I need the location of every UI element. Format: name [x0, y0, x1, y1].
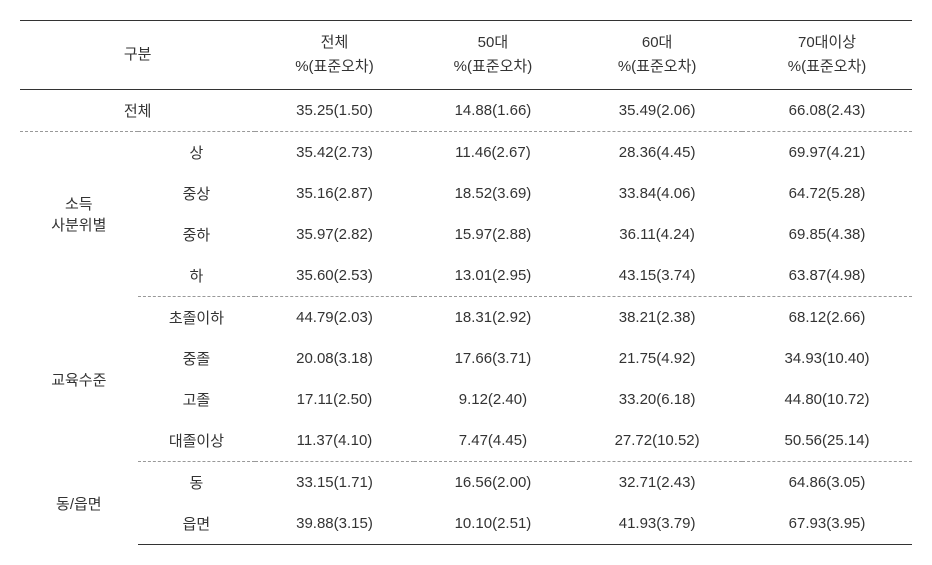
total-c4: 66.08(2.43) — [742, 90, 912, 132]
subcategory-label: 동 — [138, 462, 256, 504]
header-col2: 50대 %(표준오차) — [414, 21, 572, 90]
header-col4-line1: 70대이상 — [798, 34, 856, 51]
cell-c4: 68.12(2.66) — [742, 297, 912, 339]
subcategory-label: 읍면 — [138, 503, 256, 545]
cell-c2: 9.12(2.40) — [414, 379, 572, 420]
cell-c2: 7.47(4.45) — [414, 420, 572, 462]
cell-c4: 69.97(4.21) — [742, 132, 912, 174]
subcategory-label: 중졸 — [138, 338, 256, 379]
header-col4: 70대이상 %(표준오차) — [742, 21, 912, 90]
header-col2-line1: 50대 — [478, 34, 509, 51]
cell-c2: 11.46(2.67) — [414, 132, 572, 174]
cell-c1: 35.16(2.87) — [255, 173, 413, 214]
cell-c3: 41.93(3.79) — [572, 503, 742, 545]
header-col3: 60대 %(표준오차) — [572, 21, 742, 90]
category-label: 소득사분위별 — [20, 132, 138, 297]
total-label: 전체 — [20, 90, 255, 132]
table-row: 고졸17.11(2.50)9.12(2.40)33.20(6.18)44.80(… — [20, 379, 912, 420]
cell-c1: 35.97(2.82) — [255, 214, 413, 255]
cell-c4: 64.72(5.28) — [742, 173, 912, 214]
total-c2: 14.88(1.66) — [414, 90, 572, 132]
subcategory-label: 중하 — [138, 214, 256, 255]
cell-c3: 28.36(4.45) — [572, 132, 742, 174]
table-row: 동/읍면동33.15(1.71)16.56(2.00)32.71(2.43)64… — [20, 462, 912, 504]
cell-c4: 63.87(4.98) — [742, 255, 912, 297]
table-row: 대졸이상11.37(4.10)7.47(4.45)27.72(10.52)50.… — [20, 420, 912, 462]
subcategory-label: 고졸 — [138, 379, 256, 420]
cell-c4: 67.93(3.95) — [742, 503, 912, 545]
header-col3-line2: %(표준오차) — [618, 58, 697, 75]
cell-c3: 43.15(3.74) — [572, 255, 742, 297]
header-col4-line2: %(표준오차) — [788, 58, 867, 75]
cell-c2: 16.56(2.00) — [414, 462, 572, 504]
table-row: 중졸20.08(3.18)17.66(3.71)21.75(4.92)34.93… — [20, 338, 912, 379]
table-row: 하35.60(2.53)13.01(2.95)43.15(3.74)63.87(… — [20, 255, 912, 297]
cell-c3: 32.71(2.43) — [572, 462, 742, 504]
cell-c1: 39.88(3.15) — [255, 503, 413, 545]
cell-c1: 35.60(2.53) — [255, 255, 413, 297]
cell-c1: 35.42(2.73) — [255, 132, 413, 174]
subcategory-label: 상 — [138, 132, 256, 174]
cell-c2: 18.52(3.69) — [414, 173, 572, 214]
subcategory-label: 하 — [138, 255, 256, 297]
cell-c3: 36.11(4.24) — [572, 214, 742, 255]
table-row: 읍면39.88(3.15)10.10(2.51)41.93(3.79)67.93… — [20, 503, 912, 545]
table-row: 중상35.16(2.87)18.52(3.69)33.84(4.06)64.72… — [20, 173, 912, 214]
cell-c3: 21.75(4.92) — [572, 338, 742, 379]
header-col1-line2: %(표준오차) — [295, 58, 374, 75]
cell-c1: 17.11(2.50) — [255, 379, 413, 420]
header-col3-line1: 60대 — [642, 34, 673, 51]
table-row: 교육수준초졸이하44.79(2.03)18.31(2.92)38.21(2.38… — [20, 297, 912, 339]
table-row-total: 전체35.25(1.50)14.88(1.66)35.49(2.06)66.08… — [20, 90, 912, 132]
category-label: 교육수준 — [20, 297, 138, 462]
cell-c2: 17.66(3.71) — [414, 338, 572, 379]
cell-c4: 64.86(3.05) — [742, 462, 912, 504]
cell-c2: 18.31(2.92) — [414, 297, 572, 339]
subcategory-label: 대졸이상 — [138, 420, 256, 462]
subcategory-label: 초졸이하 — [138, 297, 256, 339]
total-c3: 35.49(2.06) — [572, 90, 742, 132]
header-category-label: 구분 — [124, 46, 152, 63]
subcategory-label: 중상 — [138, 173, 256, 214]
cell-c3: 27.72(10.52) — [572, 420, 742, 462]
header-category: 구분 — [20, 21, 255, 90]
cell-c1: 44.79(2.03) — [255, 297, 413, 339]
total-c1: 35.25(1.50) — [255, 90, 413, 132]
cell-c4: 34.93(10.40) — [742, 338, 912, 379]
cell-c1: 20.08(3.18) — [255, 338, 413, 379]
cell-c4: 44.80(10.72) — [742, 379, 912, 420]
cell-c4: 69.85(4.38) — [742, 214, 912, 255]
cell-c3: 38.21(2.38) — [572, 297, 742, 339]
cell-c4: 50.56(25.14) — [742, 420, 912, 462]
cell-c2: 10.10(2.51) — [414, 503, 572, 545]
table-header-row: 구분 전체 %(표준오차) 50대 %(표준오차) 60대 %(표준오차) 70… — [20, 21, 912, 90]
table-row: 소득사분위별상35.42(2.73)11.46(2.67)28.36(4.45)… — [20, 132, 912, 174]
header-col1: 전체 %(표준오차) — [255, 21, 413, 90]
data-table: 구분 전체 %(표준오차) 50대 %(표준오차) 60대 %(표준오차) 70… — [20, 20, 912, 545]
cell-c1: 11.37(4.10) — [255, 420, 413, 462]
cell-c2: 13.01(2.95) — [414, 255, 572, 297]
cell-c3: 33.20(6.18) — [572, 379, 742, 420]
cell-c2: 15.97(2.88) — [414, 214, 572, 255]
cell-c3: 33.84(4.06) — [572, 173, 742, 214]
category-label: 동/읍면 — [20, 462, 138, 545]
header-col2-line2: %(표준오차) — [454, 58, 533, 75]
header-col1-line1: 전체 — [321, 34, 349, 51]
table-row: 중하35.97(2.82)15.97(2.88)36.11(4.24)69.85… — [20, 214, 912, 255]
cell-c1: 33.15(1.71) — [255, 462, 413, 504]
